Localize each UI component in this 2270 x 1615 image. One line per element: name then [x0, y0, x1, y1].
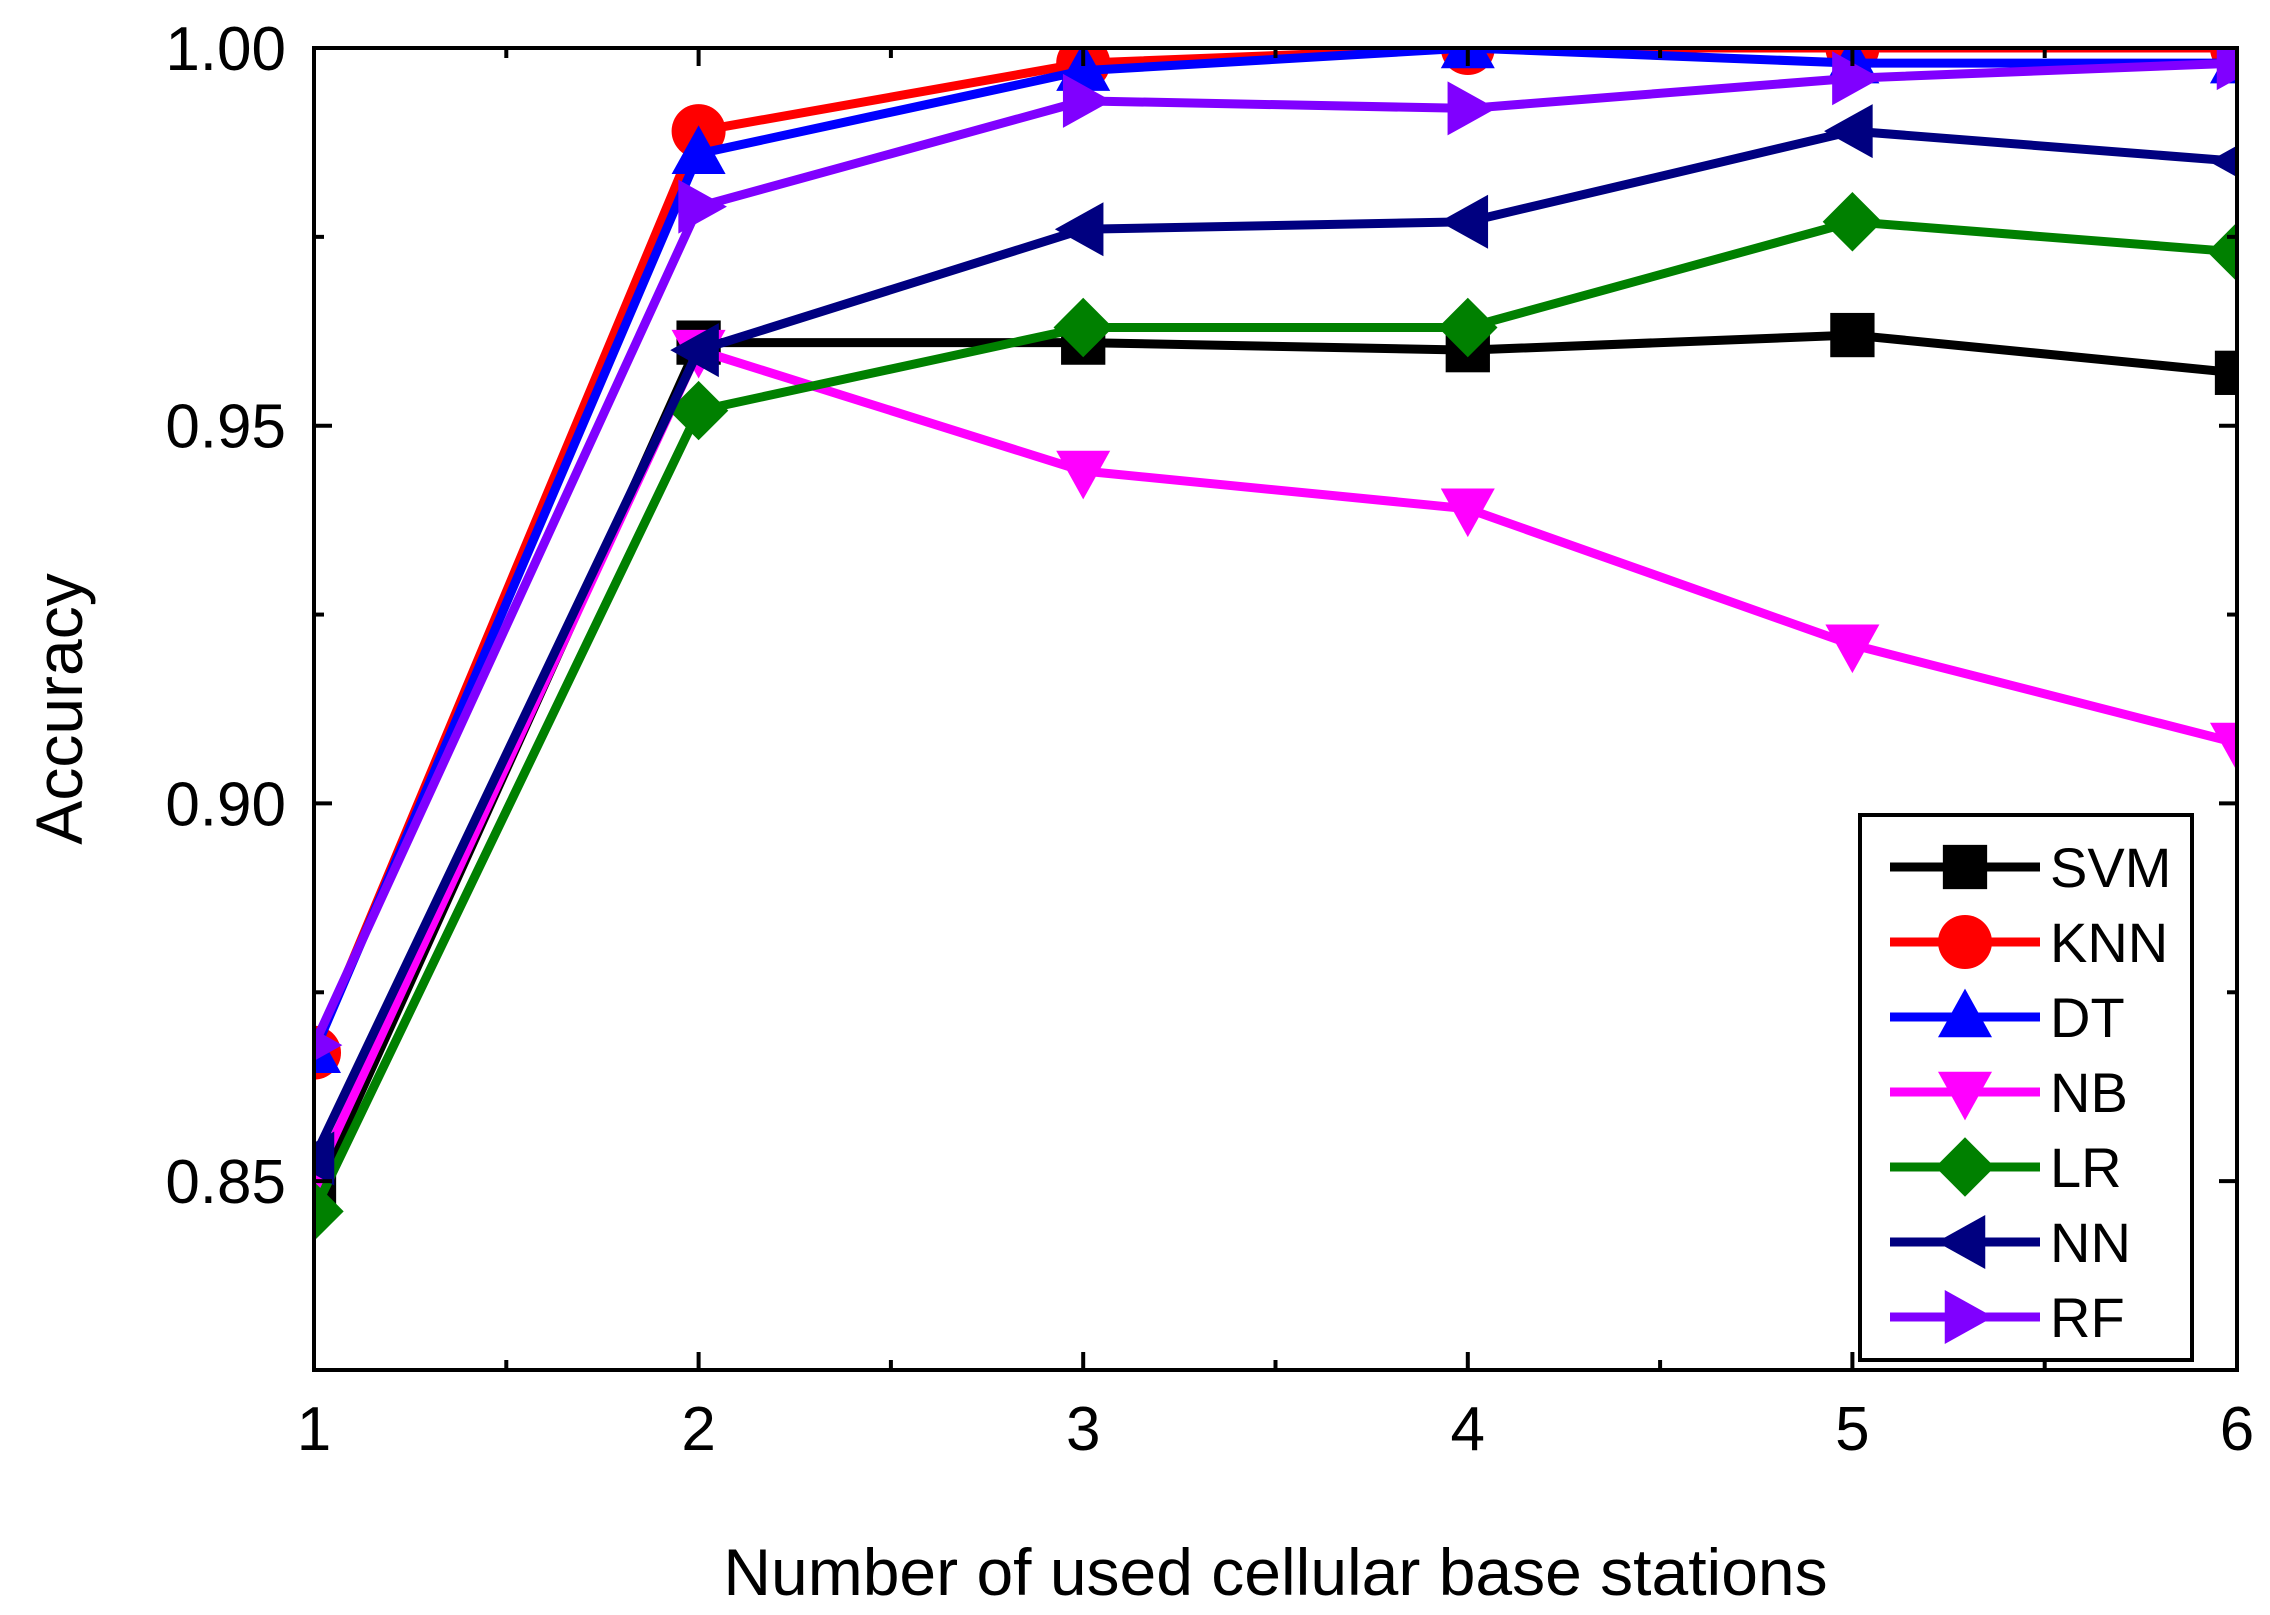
- data-point-svm: [1830, 312, 1875, 358]
- legend-item-dt: DT: [1890, 986, 2125, 1049]
- data-point-nn: [1054, 202, 1104, 257]
- series-line-lr: [314, 217, 2237, 1214]
- data-point-nb: [1440, 488, 1495, 538]
- ticks-layer: 1 2 3 4 5 6 0.85 0.90 0.95 1.00: [165, 15, 2254, 1464]
- data-point-rf: [1832, 51, 1881, 106]
- y-tick-label: 0.95: [165, 393, 286, 462]
- legend: SVM KNN DT NB LR NN RF: [1858, 813, 2194, 1362]
- data-point-rf: [2216, 48, 2237, 91]
- data-point-nb: [2210, 722, 2237, 772]
- data-point-lr: [668, 380, 729, 441]
- legend-item-lr: LR: [1890, 1136, 2122, 1199]
- data-point-nn: [314, 1131, 335, 1186]
- legend-item-knn: KNN: [1890, 911, 2168, 974]
- legend-label: DT: [2050, 986, 2125, 1049]
- data-point-rf: [1062, 73, 1112, 128]
- series-line-dt: [314, 48, 2237, 1055]
- x-tick-label: 2: [681, 1395, 715, 1464]
- data-point-lr: [1438, 297, 1498, 358]
- legend-item-rf: RF: [1890, 1286, 2125, 1349]
- data-point-nb: [1825, 624, 1880, 674]
- series-layer: [314, 48, 2237, 1242]
- data-point-lr: [1053, 297, 1113, 358]
- data-point-rf: [678, 179, 727, 234]
- y-tick-label: 0.90: [165, 770, 286, 839]
- legend-item-nn: NN: [1890, 1211, 2131, 1274]
- legend-item-svm: SVM: [1890, 836, 2171, 899]
- data-point-nb: [1056, 450, 1111, 500]
- legend-marker: [1936, 1215, 1986, 1269]
- legend-marker: [1935, 1137, 1995, 1197]
- series-line-rf: [314, 58, 2237, 1048]
- data-point-svm: [2214, 350, 2237, 395]
- data-point-nn: [2208, 145, 2237, 178]
- legend-marker: [1938, 988, 1992, 1038]
- legend-marker: [1944, 1290, 1994, 1344]
- series-line-nn: [314, 126, 2237, 1161]
- data-point-nn: [1824, 104, 1873, 159]
- x-tick-label: 6: [2220, 1395, 2254, 1464]
- data-point-dt: [671, 125, 726, 175]
- data-point-rf: [314, 1029, 343, 1061]
- legend-label: KNN: [2050, 911, 2168, 974]
- series-nn: [314, 104, 2237, 1186]
- series-rf: [314, 48, 2237, 1061]
- x-tick-label: 5: [1835, 1395, 1869, 1464]
- data-point-rf: [1447, 81, 1497, 136]
- legend-label: NB: [2050, 1061, 2128, 1124]
- x-axis-label: Number of used cellular base stations: [723, 1535, 1827, 1609]
- legend-item-nb: NB: [1890, 1061, 2128, 1124]
- legend-label: NN: [2050, 1211, 2131, 1274]
- data-point-lr: [314, 1181, 344, 1242]
- y-tick-label: 1.00: [165, 15, 286, 84]
- legend-marker: [1938, 915, 1992, 969]
- y-axis-label: Accuracy: [22, 573, 96, 844]
- legend-marker: [1942, 844, 1988, 890]
- legend-label: RF: [2050, 1286, 2125, 1349]
- data-point-lr: [1822, 192, 1883, 252]
- series-lr: [314, 192, 2237, 1242]
- x-tick-label: 3: [1066, 1395, 1100, 1464]
- legend-label: SVM: [2050, 836, 2171, 899]
- x-tick-label: 4: [1451, 1395, 1485, 1464]
- x-tick-label: 1: [297, 1395, 331, 1464]
- data-point-nn: [670, 323, 719, 378]
- data-point-nn: [1439, 194, 1489, 249]
- legend-marker: [1938, 1071, 1992, 1121]
- y-tick-label: 0.85: [165, 1148, 286, 1217]
- legend-label: LR: [2050, 1136, 2122, 1199]
